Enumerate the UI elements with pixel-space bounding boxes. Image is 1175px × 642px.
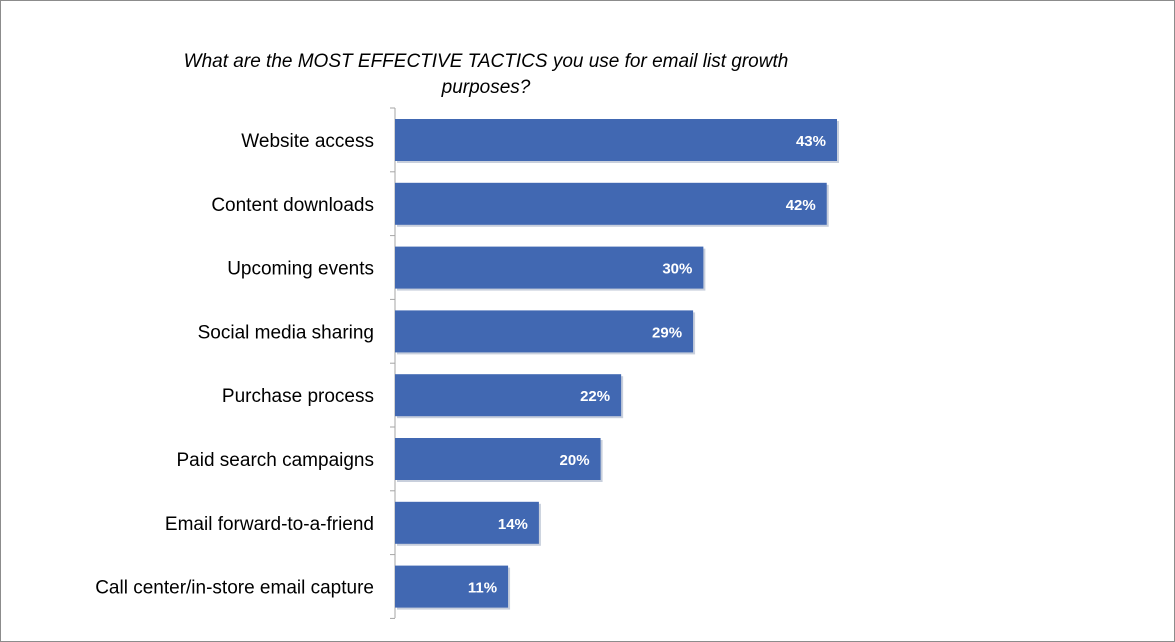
bar-6: [395, 501, 539, 544]
value-label: 14%: [498, 516, 528, 533]
value-label: 43%: [796, 133, 826, 150]
category-label: Content downloads: [211, 195, 374, 216]
bar-0: [395, 119, 837, 161]
bar-5: [395, 438, 601, 480]
bar-3: [395, 310, 694, 353]
bar-7: [395, 565, 509, 608]
category-label: Call center/in-store email capture: [95, 578, 374, 599]
category-label: Website access: [241, 131, 374, 152]
bar-2: [395, 246, 704, 289]
category-label: Purchase process: [222, 386, 374, 407]
value-label: 29%: [652, 324, 682, 341]
category-label: Email forward-to-a-friend: [165, 514, 374, 535]
category-label: Paid search campaigns: [177, 450, 375, 471]
category-label: Upcoming events: [227, 259, 374, 280]
category-label: Social media sharing: [198, 322, 374, 343]
chart-title: What are the MOST EFFECTIVE TACTICS you …: [183, 51, 789, 98]
value-label: 30%: [662, 261, 692, 278]
value-label: 22%: [580, 388, 610, 405]
value-label: 42%: [786, 197, 816, 214]
value-label: 20%: [560, 452, 590, 469]
bar-4: [395, 374, 622, 417]
value-label: 11%: [468, 580, 497, 597]
bar-1: [395, 182, 827, 225]
